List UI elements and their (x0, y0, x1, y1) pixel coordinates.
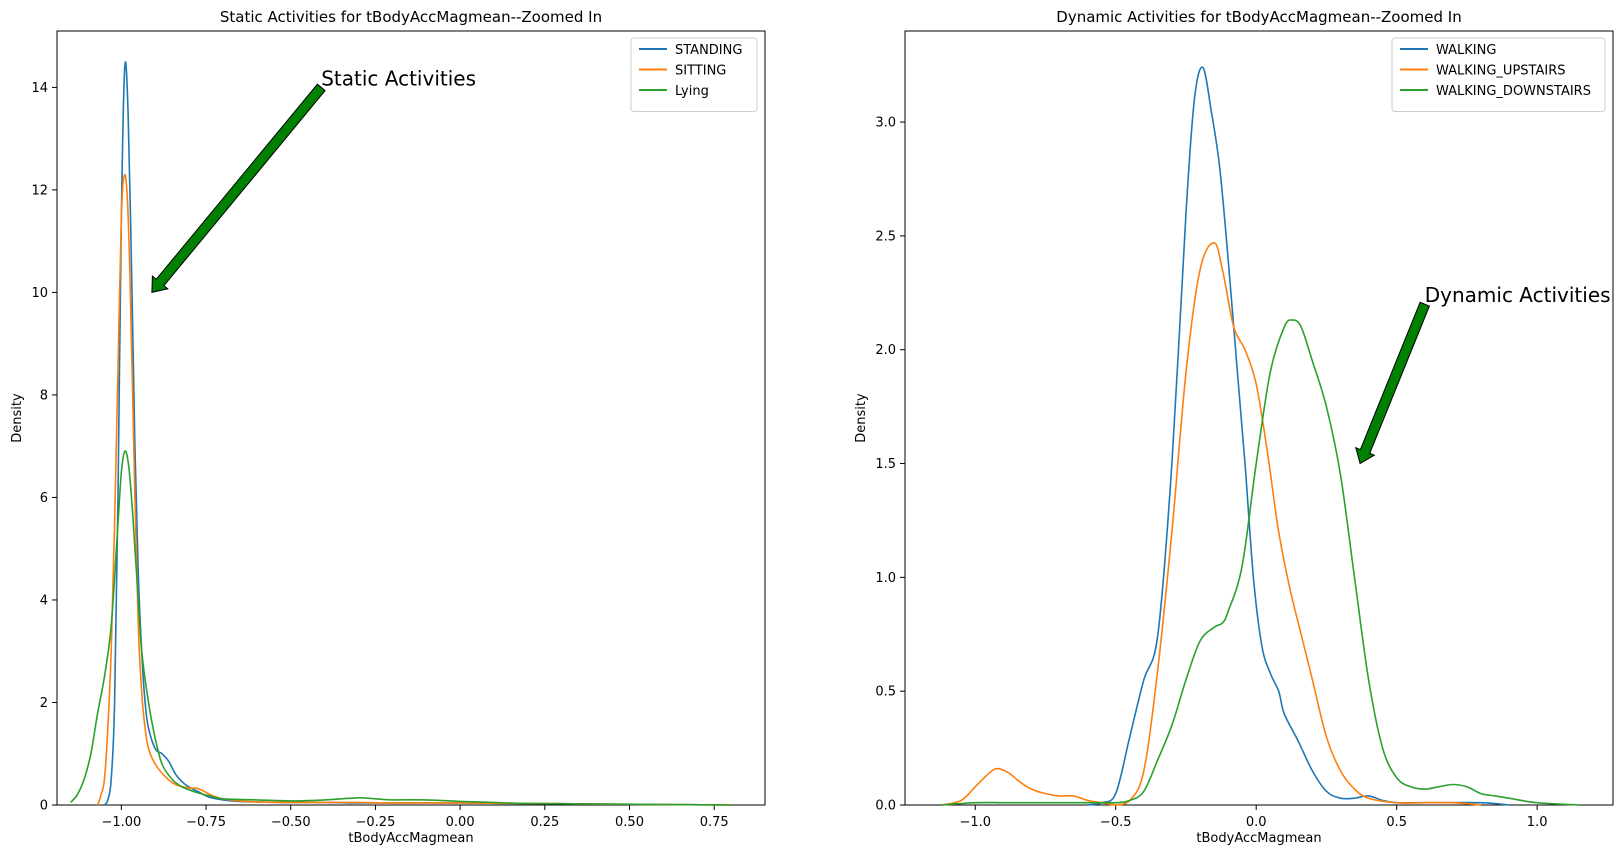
y-tick-label: 12 (31, 183, 48, 198)
x-tick-label: −1.00 (101, 815, 141, 830)
x-tick-label: −0.25 (356, 815, 396, 830)
annotation-arrow (1355, 301, 1431, 465)
y-tick-label: 1.5 (875, 457, 896, 472)
legend: STANDING SITTING Lying (630, 37, 758, 112)
y-ticks: 0 2 4 6 8 10 12 14 (31, 81, 57, 814)
x-tick-label: 0.25 (530, 815, 559, 830)
dynamic-activities-chart: Dynamic Activities for tBodyAccMagmean--… (854, 8, 1614, 846)
series-line-walking (1087, 66, 1510, 806)
y-tick-label: 8 (40, 388, 48, 403)
y-ticks: 0.0 0.5 1.0 1.5 2.0 2.5 3.0 (875, 116, 905, 814)
chart-title: Dynamic Activities for tBodyAccMagmean--… (1056, 8, 1461, 26)
annotation-arrow (151, 83, 326, 294)
annotation-text: Static Activities (321, 66, 476, 90)
x-tick-label: 1.0 (1527, 815, 1548, 830)
x-tick-label: 0.50 (615, 815, 644, 830)
legend-label: STANDING (675, 43, 742, 58)
x-tick-label: 0.00 (446, 815, 475, 830)
x-tick-label: −1.0 (959, 815, 991, 830)
x-ticks: −1.0 −0.5 0.0 0.5 1.0 (959, 805, 1547, 830)
y-axis-label: Density (854, 393, 869, 443)
series-line-walking-downstairs (941, 319, 1580, 806)
y-tick-label: 2 (40, 696, 48, 711)
x-tick-label: −0.5 (1100, 815, 1132, 830)
y-tick-label: 0.5 (875, 685, 896, 700)
annotation: Dynamic Activities (1355, 283, 1611, 465)
x-tick-label: −0.50 (271, 815, 311, 830)
chart-title: Static Activities for tBodyAccMagmean--Z… (220, 8, 602, 26)
y-tick-label: 4 (40, 593, 48, 608)
y-tick-label: 14 (31, 81, 48, 96)
series-line-walking-upstairs (941, 241, 1482, 806)
y-tick-label: 10 (31, 286, 48, 301)
x-tick-label: 0.5 (1386, 815, 1407, 830)
plot-frame (904, 30, 1614, 806)
legend: WALKING WALKING_UPSTAIRS WALKING_DOWNSTAIR… (1391, 37, 1606, 112)
y-tick-label: 2.5 (875, 229, 896, 244)
x-axis-label: tBodyAccMagmean (348, 831, 473, 846)
series-line-standing (103, 61, 732, 806)
series-lines (70, 61, 732, 806)
x-tick-label: −0.75 (186, 815, 226, 830)
y-tick-label: 2.0 (875, 343, 896, 358)
x-tick-label: 0.0 (1246, 815, 1267, 830)
legend-label: Lying (675, 84, 709, 99)
x-tick-label: 0.75 (700, 815, 729, 830)
y-tick-label: 6 (40, 491, 48, 506)
legend-frame (630, 37, 758, 112)
series-lines (941, 66, 1580, 806)
y-tick-label: 0.0 (875, 799, 896, 814)
y-tick-label: 3.0 (875, 116, 896, 131)
y-tick-label: 1.0 (875, 571, 896, 586)
plot-frame (56, 30, 766, 806)
legend-label: WALKING (1436, 43, 1496, 58)
annotation-text: Dynamic Activities (1425, 283, 1611, 307)
series-line-sitting (96, 173, 732, 806)
annotation: Static Activities (151, 66, 476, 294)
y-axis-label: Density (10, 393, 25, 443)
static-activities-chart: Static Activities for tBodyAccMagmean--Z… (10, 8, 766, 846)
legend-label: SITTING (675, 64, 726, 79)
x-ticks: −1.00 −0.75 −0.50 −0.25 0.00 0.25 0.50 0.75 (101, 805, 729, 830)
legend-label: WALKING_UPSTAIRS (1436, 64, 1566, 79)
series-line-lying (70, 450, 732, 806)
legend-label: WALKING_DOWNSTAIRS (1436, 84, 1591, 99)
y-tick-label: 0 (40, 799, 48, 814)
legend-frame (1391, 37, 1606, 112)
x-axis-label: tBodyAccMagmean (1196, 831, 1321, 846)
